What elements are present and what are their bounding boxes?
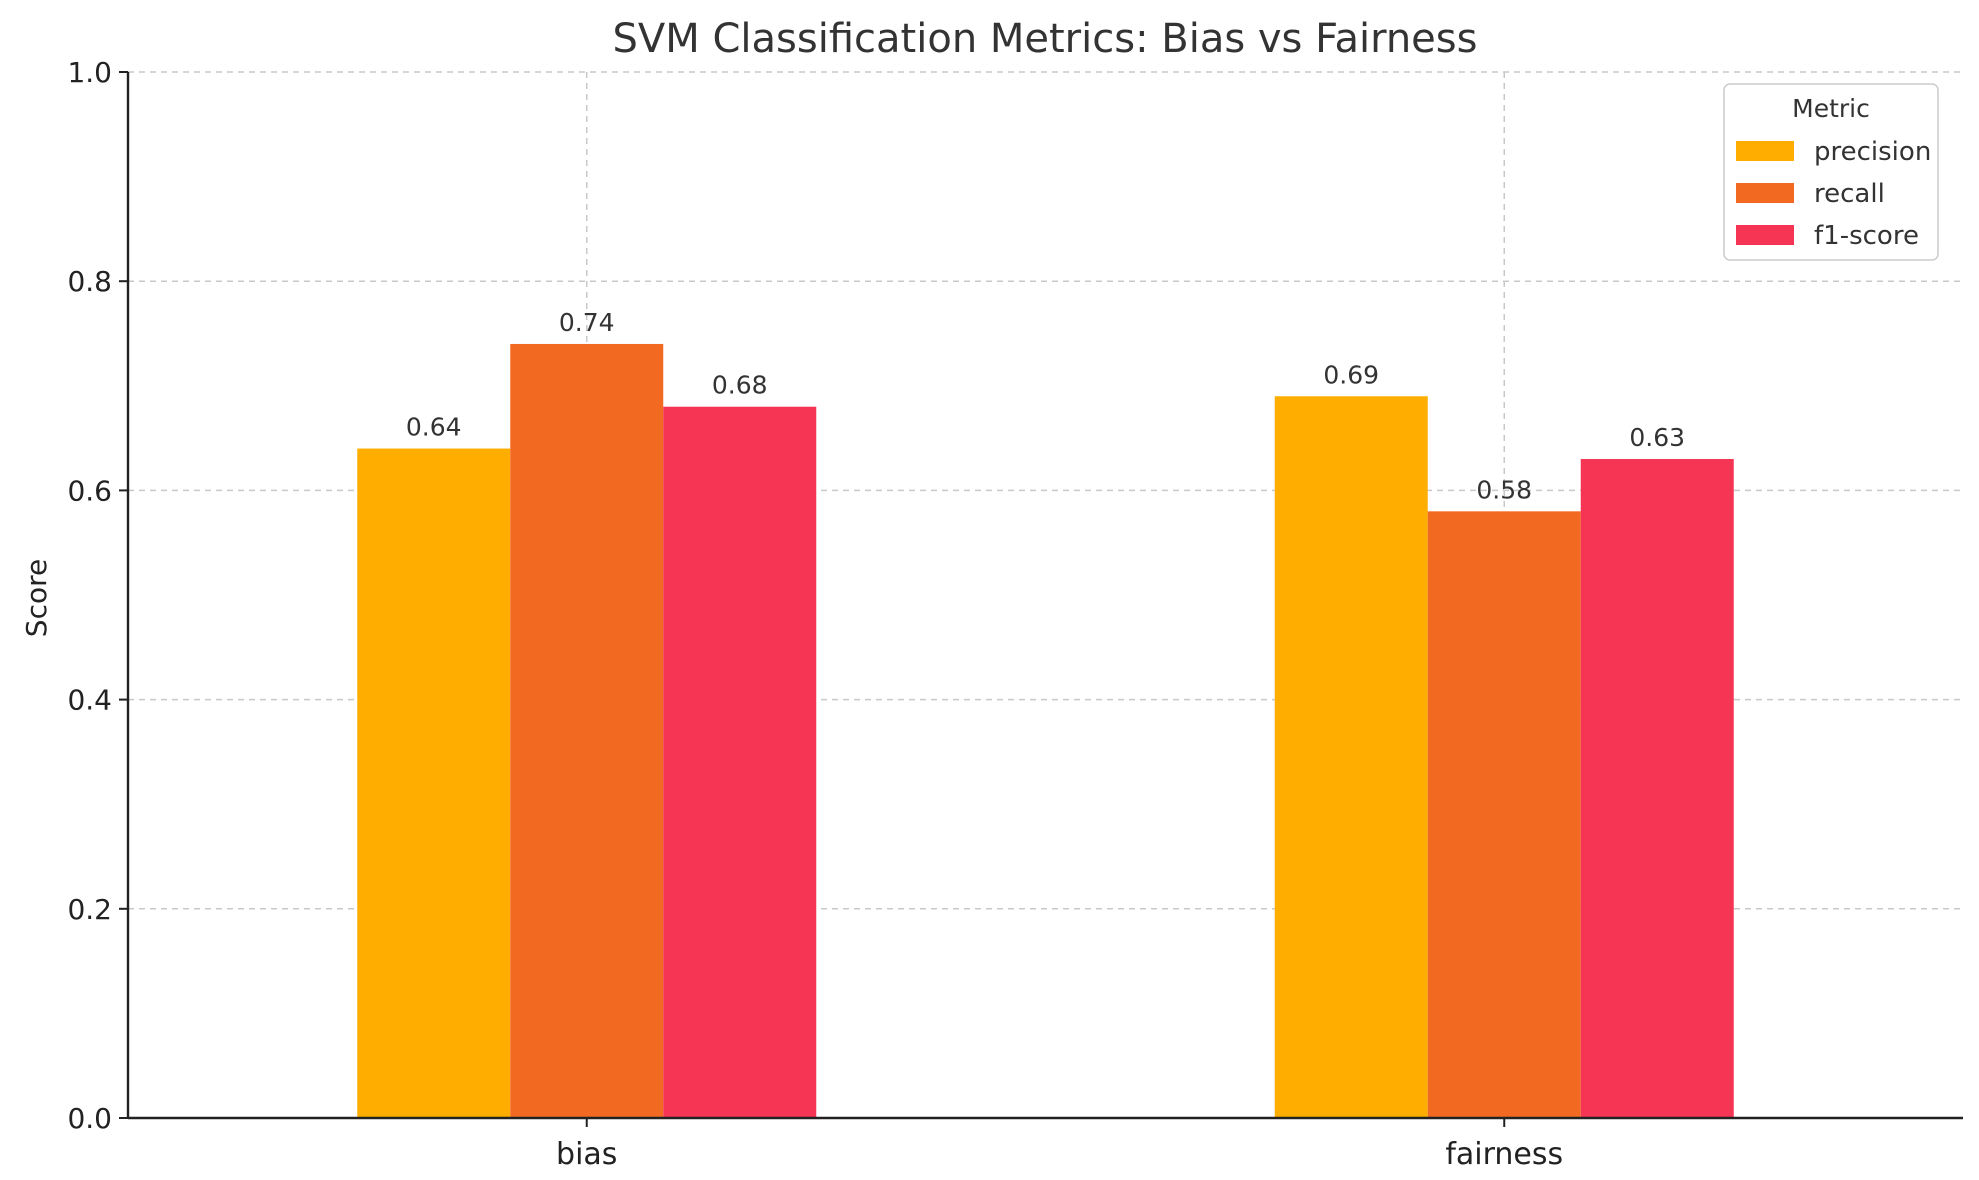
data-label: 0.58	[1476, 475, 1532, 504]
data-labels: 0.64 0.74 0.68 0.69 0.58 0.63	[406, 308, 1685, 504]
x-tick-label: bias	[556, 1137, 617, 1172]
data-label: 0.74	[559, 308, 615, 337]
data-label: 0.69	[1323, 360, 1379, 389]
data-label: 0.68	[712, 371, 768, 400]
bar-f1-score-bias	[663, 406, 817, 1119]
bars	[357, 343, 1734, 1119]
chart-title: SVM Classification Metrics: Bias vs Fair…	[613, 16, 1478, 62]
legend-label: precision	[1814, 137, 1931, 167]
y-tick-label: 0.2	[67, 893, 112, 926]
legend-swatch-recall	[1736, 183, 1794, 203]
y-tick-label: 0.4	[67, 684, 112, 717]
bar-precision-bias	[357, 448, 511, 1118]
legend-title: Metric	[1792, 94, 1870, 123]
legend: Metric precision recall f1-score	[1723, 83, 1939, 261]
x-axis-ticks: bias fairness	[556, 1118, 1563, 1172]
bar-recall-bias	[510, 343, 664, 1119]
y-tick-label: 1.0	[67, 56, 112, 89]
y-axis-label: Score	[20, 559, 53, 637]
legend-label: f1-score	[1814, 221, 1919, 251]
legend-swatch-precision	[1736, 141, 1794, 161]
bar-precision-fairness	[1274, 396, 1428, 1118]
legend-swatch-f1-score	[1736, 225, 1794, 245]
data-label: 0.64	[406, 413, 462, 442]
legend-items: precision recall f1-score	[1736, 137, 1931, 251]
axes	[126, 72, 1963, 1120]
y-axis-ticks: 0.0 0.2 0.4 0.6 0.8 1.0	[67, 56, 128, 1135]
data-label: 0.63	[1629, 423, 1685, 452]
x-tick-label: fairness	[1445, 1137, 1563, 1172]
bar-recall-fairness	[1427, 511, 1581, 1118]
y-tick-label: 0.8	[67, 265, 112, 298]
legend-label: recall	[1814, 179, 1885, 209]
bar-f1-score-fairness	[1580, 459, 1734, 1118]
y-tick-label: 0.6	[67, 474, 112, 507]
legend-box	[1723, 83, 1939, 261]
y-tick-label: 0.0	[67, 1102, 112, 1135]
